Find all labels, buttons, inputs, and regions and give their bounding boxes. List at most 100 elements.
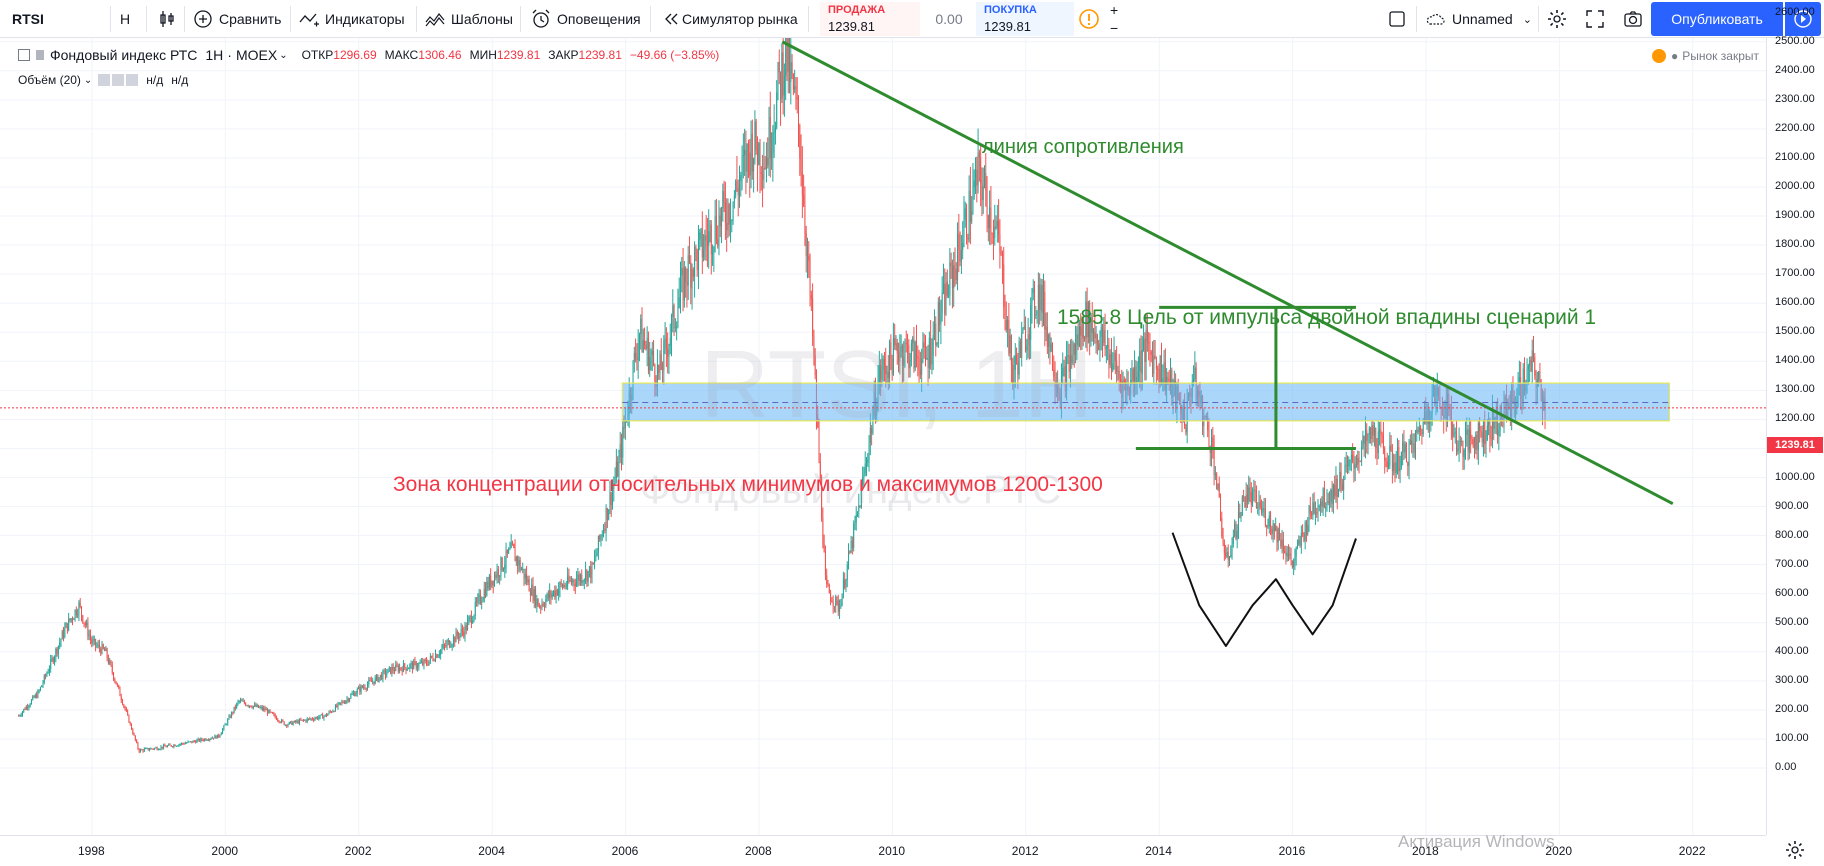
legend-title[interactable]: Фондовый индекс РТС	[50, 47, 198, 63]
target-label[interactable]: 1585.8 Цель от импульса двойной впадины …	[1057, 306, 1597, 329]
fullscreen-select-button[interactable]	[1386, 0, 1410, 38]
candle-body	[364, 687, 366, 689]
candle-body	[392, 666, 394, 671]
candle-body	[1090, 317, 1092, 342]
play-button[interactable]	[1785, 2, 1821, 36]
candle-body	[982, 186, 984, 200]
candle-body	[1275, 525, 1277, 531]
candle-body	[429, 655, 431, 661]
candle-body	[687, 255, 689, 286]
candle-body	[316, 717, 318, 719]
symbol-search[interactable]: RTSI	[12, 0, 110, 38]
resistance-label[interactable]: линия сопротивления	[982, 136, 1184, 158]
candle-body	[245, 703, 247, 706]
candle-body	[1099, 336, 1101, 350]
candle-body	[753, 157, 755, 172]
candle-body	[604, 529, 606, 531]
buy-button[interactable]: ПОКУПКА 1239.81	[976, 2, 1074, 36]
info-button[interactable]	[1078, 0, 1102, 38]
chart-style-button[interactable]	[156, 0, 178, 38]
fullscreen-button[interactable]	[1584, 0, 1608, 38]
interval-button[interactable]: Н	[120, 0, 134, 38]
indicators-button[interactable]: Индикаторы	[298, 0, 414, 38]
candle-body	[137, 742, 139, 749]
candle-body	[1157, 368, 1159, 370]
candle-body	[996, 221, 998, 228]
price-tick: 1800.00	[1775, 238, 1815, 251]
alerts-button[interactable]: Оповещения	[530, 0, 642, 38]
publish-button[interactable]: Опубликовать	[1651, 2, 1783, 36]
chevron-down-icon[interactable]: ⌄	[83, 74, 93, 86]
candle-body	[998, 221, 1000, 235]
candle-body	[275, 717, 277, 720]
templates-button[interactable]: Шаблоны	[424, 0, 513, 38]
candle-body	[836, 596, 838, 601]
candle-body	[1321, 501, 1323, 507]
candle-body	[709, 224, 711, 232]
candle-body	[402, 663, 404, 672]
candle-body	[500, 557, 502, 576]
snapshot-button[interactable]	[1622, 0, 1646, 38]
candle-body	[1386, 461, 1388, 467]
layout-menu[interactable]: Unnamed ⌄	[1424, 0, 1532, 38]
candle-body	[1103, 330, 1105, 343]
eye-icon[interactable]	[98, 74, 111, 86]
price-chart[interactable]	[0, 38, 1766, 835]
candle-body	[747, 143, 749, 153]
axis-settings-button[interactable]	[1784, 839, 1806, 861]
candle-body	[1168, 379, 1170, 382]
candle-body	[526, 573, 528, 583]
settings-icon[interactable]	[112, 74, 125, 86]
candle-body	[156, 747, 158, 750]
candle-body	[479, 594, 481, 604]
candle-body	[1098, 343, 1100, 350]
zoom-in-button[interactable]: +	[1110, 2, 1126, 18]
price-tick: 2300.00	[1775, 92, 1815, 105]
candle-body	[808, 255, 810, 261]
candle-body	[1163, 362, 1165, 379]
sell-button[interactable]: ПРОДАЖА 1239.81	[820, 2, 920, 36]
resistance-trendline	[781, 40, 1674, 505]
candle-body	[1417, 429, 1419, 432]
zoom-out-button[interactable]: −	[1110, 20, 1126, 36]
volume-label[interactable]: Объём (20)	[18, 73, 81, 87]
candle-body	[1497, 408, 1499, 436]
candle-body	[33, 696, 35, 698]
candle-body	[1064, 366, 1066, 392]
cloud-icon	[1424, 8, 1446, 30]
candle-body	[195, 741, 197, 743]
candle-body	[942, 283, 944, 292]
candle-body	[792, 73, 794, 90]
candle-body	[97, 644, 99, 646]
candle-body	[936, 343, 938, 345]
candle-body	[832, 602, 834, 607]
collapse-icon[interactable]	[18, 49, 30, 61]
divider	[520, 6, 521, 32]
candle-body	[1232, 536, 1234, 544]
chevron-down-icon[interactable]: ⌄	[279, 49, 288, 61]
candle-body	[1354, 464, 1356, 469]
candle-body	[1394, 462, 1396, 473]
candle-body	[1185, 426, 1187, 433]
candle-body	[1299, 540, 1301, 546]
open-value: 1296.69	[333, 48, 377, 62]
candle-body	[787, 38, 789, 72]
candle-body	[940, 313, 942, 325]
candle-body	[1086, 301, 1088, 338]
candle-body	[139, 749, 141, 752]
time-axis[interactable]: 1998 2000 2002 2004 2006 2008 2010 2012 2014 2016…	[0, 835, 1766, 864]
candle-body	[66, 623, 68, 631]
candle-body	[255, 704, 257, 707]
candle-body	[540, 606, 542, 608]
time-tick: 2002	[344, 844, 372, 858]
zone-label[interactable]: Зона концентрации относительных минимумо…	[393, 473, 1103, 496]
price-axis[interactable]: 2600.00 2500.00 2400.00 2300.00 2200.00 2100.…	[1766, 6, 1824, 835]
price-tick: 1500.00	[1775, 325, 1815, 338]
candle-body	[1013, 369, 1015, 385]
compare-button[interactable]: Сравнить	[192, 0, 288, 38]
settings-button[interactable]	[1546, 0, 1570, 38]
replay-button[interactable]: Симулятор рынка	[660, 0, 800, 38]
candle-body	[596, 551, 598, 557]
close-icon[interactable]	[126, 74, 139, 86]
candle-body	[1085, 301, 1087, 339]
